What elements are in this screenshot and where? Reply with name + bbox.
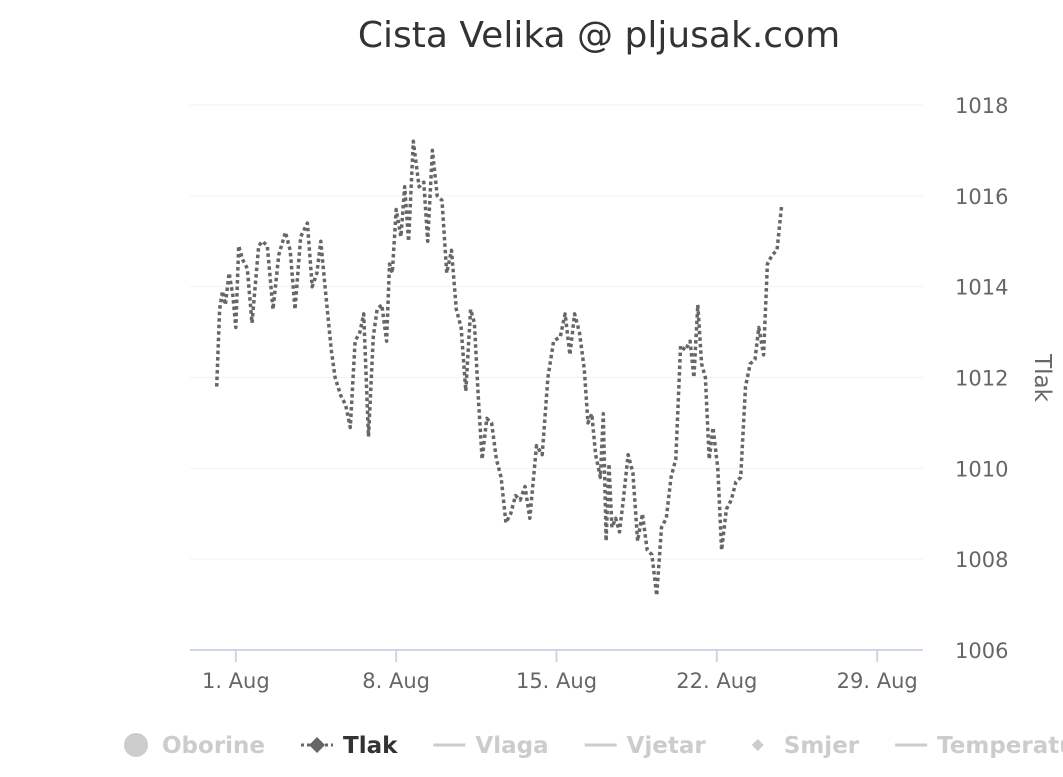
plot-area (214, 139, 784, 598)
legend-item-oborine[interactable]: Oborine (124, 733, 265, 759)
legend-item-smjer[interactable]: Smjer (751, 733, 860, 759)
axes: 1006 1008 1010 1012 1014 1016 1018 1. Aug 8. Aug… (190, 94, 1008, 693)
grid-lines (190, 104, 923, 560)
legend-label: Oborine (162, 733, 265, 759)
x-tick-label: 22. Aug (676, 669, 757, 693)
legend-label: Vlaga (475, 733, 548, 759)
x-tick-label: 15. Aug (516, 669, 597, 693)
legend: Oborine Tlak Vlaga Vjetar Smjer Temperatu (124, 733, 1063, 759)
legend-item-tlak[interactable]: Tlak (301, 733, 398, 759)
legend-diamond-icon (751, 739, 764, 751)
y-tick-label: 1008 (955, 548, 1008, 572)
y-tick-label: 1006 (955, 639, 1008, 663)
y-tick-label: 1010 (955, 457, 1008, 481)
x-tick-label: 1. Aug (202, 669, 270, 693)
legend-label: Smjer (784, 733, 860, 759)
y-tick-label: 1016 (955, 185, 1008, 209)
y-axis-title: Tlak (1029, 353, 1055, 403)
legend-diamond-icon (309, 737, 326, 753)
legend-item-temperatu[interactable]: Temperatu (895, 733, 1063, 759)
legend-label: Vjetar (627, 733, 707, 759)
series-line-tlak[interactable] (214, 139, 784, 598)
x-tick-label: 29. Aug (837, 669, 918, 693)
chart-title: Cista Velika @ pljusak.com (358, 15, 840, 56)
legend-item-vlaga[interactable]: Vlaga (433, 733, 549, 759)
x-tick-label: 8. Aug (362, 669, 430, 693)
y-tick-label: 1012 (955, 367, 1008, 391)
y-tick-label: 1018 (955, 94, 1008, 118)
y-tick-label: 1014 (955, 276, 1008, 300)
legend-label: Tlak (343, 733, 398, 759)
legend-circle-icon (124, 733, 148, 757)
legend-item-vjetar[interactable]: Vjetar (584, 733, 707, 759)
legend-label: Temperatu (937, 733, 1063, 759)
